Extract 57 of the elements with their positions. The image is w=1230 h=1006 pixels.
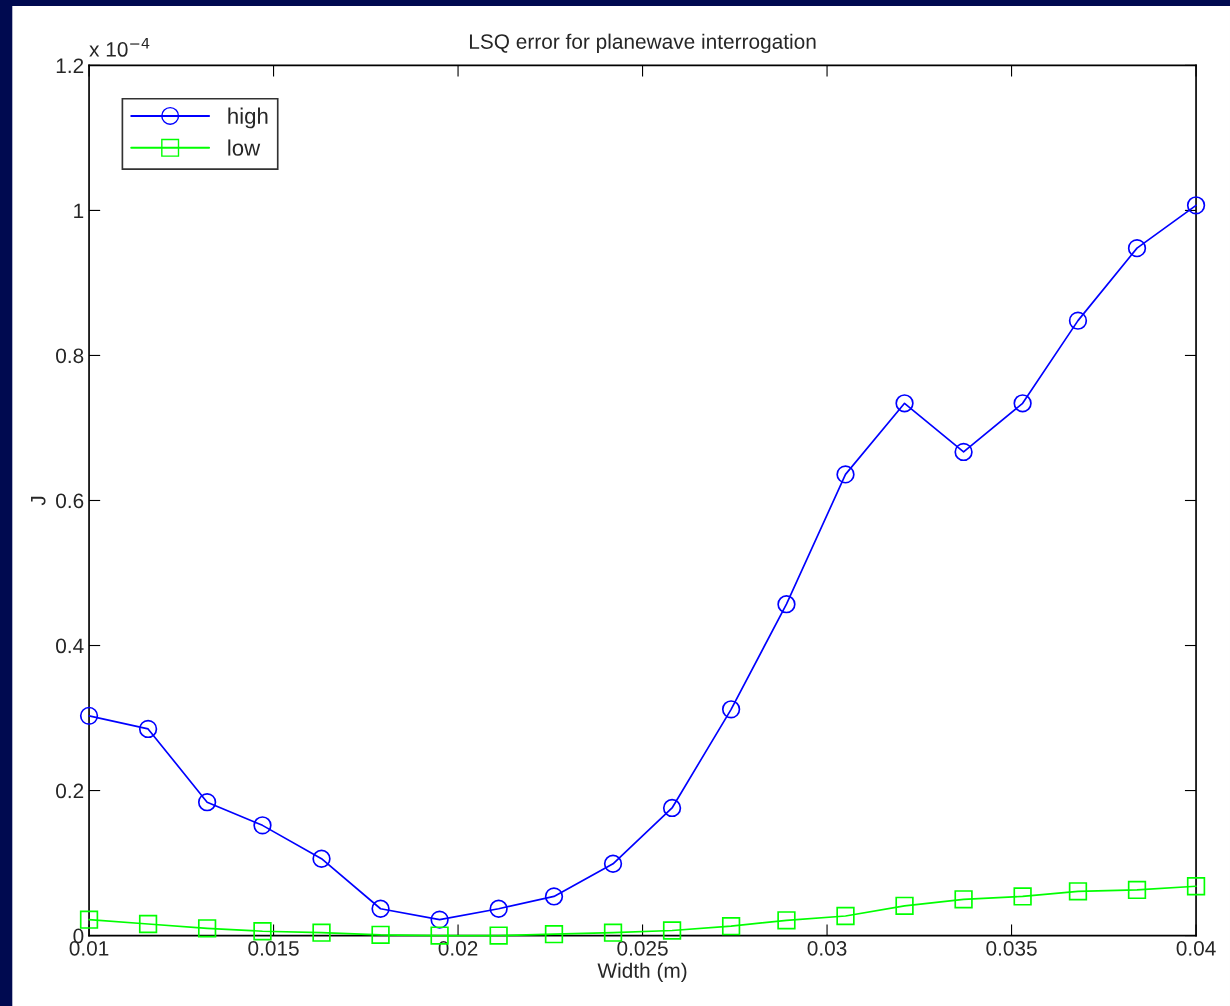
point <box>489 899 508 918</box>
point <box>371 899 390 918</box>
chart-title: LSQ error for planewave interrogation <box>469 33 816 54</box>
point <box>1186 196 1206 215</box>
point <box>603 923 623 942</box>
x-tick-label: 0.015 <box>248 940 299 956</box>
point <box>1068 311 1088 330</box>
point <box>312 923 331 942</box>
y-tick-label: 0.8 <box>56 348 84 364</box>
point <box>777 911 796 930</box>
point <box>253 922 272 941</box>
point <box>489 926 508 945</box>
point <box>836 465 855 484</box>
point <box>836 906 855 926</box>
y-axis-title: J <box>31 496 46 506</box>
point <box>312 849 331 868</box>
point <box>371 925 390 945</box>
point <box>721 700 741 719</box>
y-tick-label: 0.6 <box>56 493 84 509</box>
point <box>895 394 914 413</box>
point <box>895 896 914 916</box>
point <box>138 719 158 739</box>
point <box>79 706 99 726</box>
point <box>662 921 682 940</box>
x-tick-label: 0.025 <box>617 940 668 956</box>
point <box>662 798 682 818</box>
point <box>79 910 99 929</box>
x-axis-title: Width (m) <box>597 962 687 983</box>
y-tick-label: 1 <box>74 203 84 218</box>
point <box>1127 238 1147 258</box>
point <box>721 916 741 936</box>
point <box>777 595 796 614</box>
point <box>197 792 217 812</box>
point <box>1127 880 1147 900</box>
legend-label: high <box>228 107 268 129</box>
x-tick-label: 0.03 <box>807 940 847 956</box>
point <box>1013 887 1032 906</box>
point <box>197 919 217 938</box>
point <box>603 854 623 873</box>
x-tick-label: 0.02 <box>438 940 478 956</box>
y-tick-label: 1.2 <box>56 58 84 73</box>
text: x 10$^{−4}$ <box>89 37 150 57</box>
legend-label: low <box>228 139 261 156</box>
point <box>1186 877 1206 896</box>
point <box>1068 882 1088 901</box>
point <box>954 890 973 909</box>
point <box>138 914 158 934</box>
point <box>544 887 564 906</box>
point <box>1013 394 1032 413</box>
point <box>253 816 272 835</box>
y-tick-label: 0.4 <box>56 638 84 654</box>
x-tick-label: 0.035 <box>986 940 1037 956</box>
point <box>544 924 564 944</box>
x-tick-label: 0.04 <box>1176 940 1216 956</box>
y-tick-label: 0.2 <box>56 783 84 799</box>
point <box>430 910 449 929</box>
point <box>954 442 973 462</box>
